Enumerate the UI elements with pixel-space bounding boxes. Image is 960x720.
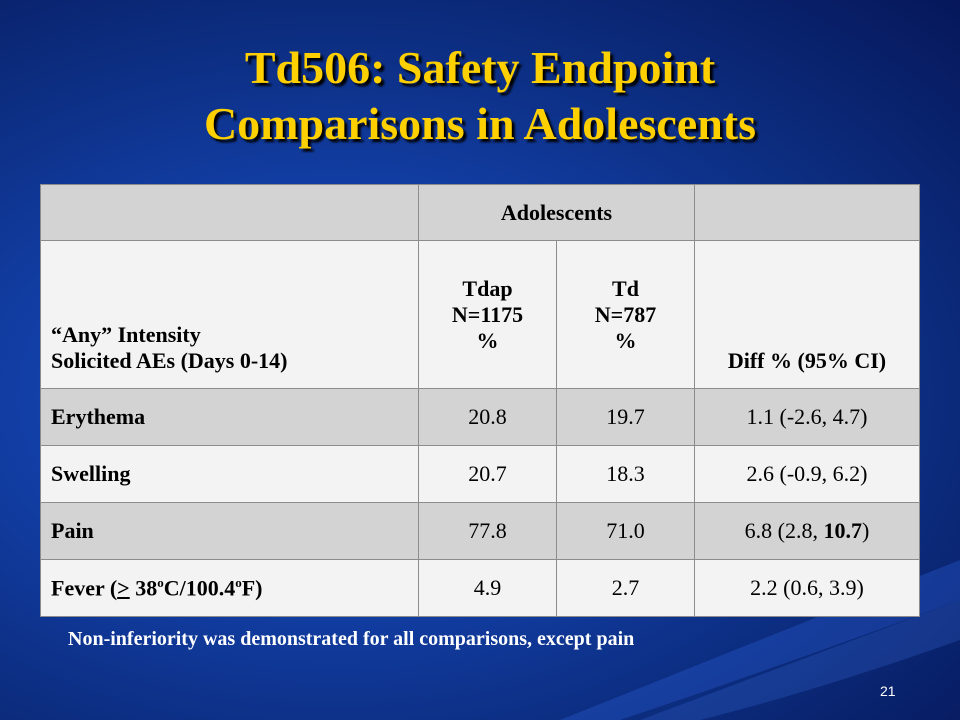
diff-value: 2.2 (0.6, 3.9) — [694, 559, 920, 617]
tdap-value: 4.9 — [418, 559, 557, 617]
td-header-unit: % — [614, 327, 637, 353]
table-row: Erythema 20.8 19.7 1.1 (-2.6, 4.7) — [40, 388, 920, 446]
tdap-value: 77.8 — [418, 502, 557, 560]
tdap-header-name: Tdap — [462, 275, 513, 301]
table-group-header-row: Adolescents — [40, 184, 920, 241]
diff-value: 2.6 (-0.9, 6.2) — [694, 445, 920, 503]
ae-header-line-2: Solicited AEs (Days 0-14) — [51, 348, 288, 373]
tdap-header-unit: % — [476, 327, 499, 353]
td-value: 71.0 — [556, 502, 695, 560]
row-label: Erythema — [40, 388, 419, 446]
degree-symbol: o — [235, 574, 242, 590]
tdap-value: 20.8 — [418, 388, 557, 446]
empty-header-cell — [694, 184, 920, 241]
table-row: Fever (> 38oC/100.4oF) 4.9 2.7 2.2 (0.6,… — [40, 559, 920, 617]
tdap-header-n: N=1175 — [451, 301, 524, 327]
td-value: 18.3 — [556, 445, 695, 503]
title-line-1: Td506: Safety Endpoint — [244, 42, 716, 93]
diff-value-part: ) — [862, 518, 870, 543]
label-part: C/100.4 — [163, 575, 236, 601]
empty-header-cell — [40, 184, 419, 241]
adolescents-header: Adolescents — [418, 184, 695, 241]
ae-column-header: “Any” Intensity Solicited AEs (Days 0-14… — [40, 240, 419, 389]
safety-endpoint-table: Adolescents “Any” Intensity Solicited AE… — [40, 184, 920, 617]
slide-title: Td506: Safety Endpoint Comparisons in Ad… — [0, 40, 960, 152]
degree-symbol: o — [157, 574, 164, 590]
td-value: 2.7 — [556, 559, 695, 617]
tdap-column-header: Tdap N=1175 % — [418, 240, 557, 389]
diff-value-upper-bound: 10.7 — [823, 518, 863, 543]
ae-header-line-1: “Any” Intensity — [51, 322, 201, 347]
td-column-header: Td N=787 % — [556, 240, 695, 389]
table-column-header-row: “Any” Intensity Solicited AEs (Days 0-14… — [40, 240, 920, 389]
table-row: Pain 77.8 71.0 6.8 (2.8, 10.7) — [40, 502, 920, 560]
row-label: Swelling — [40, 445, 419, 503]
diff-value: 6.8 (2.8, 10.7) — [694, 502, 920, 560]
footnote: Non-inferiority was demonstrated for all… — [68, 628, 635, 650]
diff-value-part: 6.8 (2.8, — [744, 518, 824, 543]
title-line-2: Comparisons in Adolescents — [203, 98, 757, 149]
tdap-value: 20.7 — [418, 445, 557, 503]
diff-value: 1.1 (-2.6, 4.7) — [694, 388, 920, 446]
diff-column-header: Diff % (95% CI) — [694, 240, 920, 389]
table-row: Swelling 20.7 18.3 2.6 (-0.9, 6.2) — [40, 445, 920, 503]
greater-equal-symbol: > — [117, 575, 130, 601]
td-value: 19.7 — [556, 388, 695, 446]
td-header-n: N=787 — [594, 301, 657, 327]
row-label: Pain — [40, 502, 419, 560]
label-part: 38 — [129, 575, 158, 601]
td-header-name: Td — [612, 275, 639, 301]
page-number: 21 — [880, 683, 896, 699]
label-part: F) — [241, 575, 263, 601]
label-part: Fever ( — [51, 575, 118, 601]
row-label: Fever (> 38oC/100.4oF) — [40, 559, 419, 617]
